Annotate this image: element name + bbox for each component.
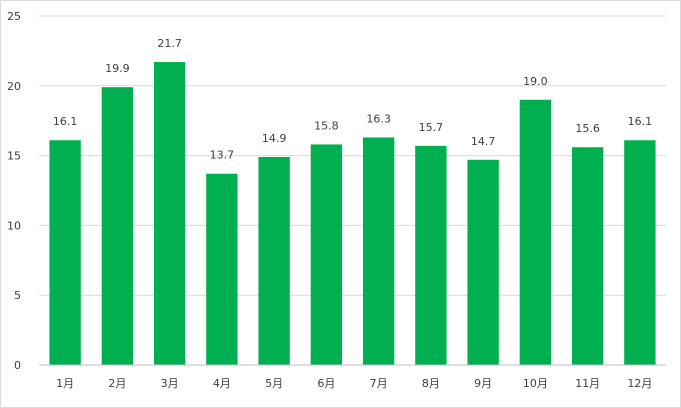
bar-value-label: 14.9	[262, 132, 287, 145]
bar-value-label: 14.7	[471, 135, 496, 148]
bar	[519, 99, 552, 365]
bar	[258, 156, 290, 365]
bars	[49, 62, 656, 366]
bar	[362, 137, 395, 365]
x-tick-label: 6月	[317, 377, 335, 390]
x-tick-label: 10月	[523, 377, 548, 390]
bar-value-label: 19.0	[523, 75, 548, 88]
bar	[153, 62, 186, 366]
x-tick-label: 7月	[370, 377, 388, 390]
gridlines	[39, 15, 666, 296]
y-tick-label: 20	[7, 80, 21, 93]
bar	[310, 144, 343, 365]
x-tick-label: 4月	[213, 377, 231, 390]
x-tick-label: 5月	[265, 377, 283, 390]
y-tick-label: 10	[7, 219, 21, 232]
bar-value-label: 16.3	[366, 112, 391, 125]
x-tick-label: 11月	[575, 377, 600, 390]
bar-value-label: 15.6	[575, 122, 600, 135]
data-labels: 16.1 19.9 21.7 13.7 14.9 15.8 16.3 15.7 14.7 19.0…	[53, 37, 652, 162]
y-tick-label: 5	[14, 289, 21, 302]
bar-value-label: 16.1	[53, 115, 78, 128]
bar	[415, 145, 447, 365]
x-tick-label: 2月	[108, 377, 126, 390]
bar	[49, 140, 81, 365]
bar	[571, 147, 604, 365]
bar	[206, 173, 238, 365]
bar-value-label: 15.7	[419, 121, 444, 134]
bar	[467, 159, 499, 365]
x-tick-label: 3月	[161, 377, 179, 390]
x-tick-label: 9月	[474, 377, 492, 390]
bar-value-label: 19.9	[105, 62, 130, 75]
bar	[624, 140, 656, 365]
y-tick-label: 0	[14, 359, 21, 372]
axes: 0 5 10 15 20 25 1月 2月 3月 4月 5月 6月 7月 8月 9月 10月 11月 12月	[7, 10, 666, 390]
x-tick-label: 8月	[422, 377, 440, 390]
bar-value-label: 21.7	[157, 37, 182, 50]
bar-value-label: 13.7	[210, 149, 235, 162]
y-tick-label: 25	[7, 10, 21, 23]
x-tick-label: 1月	[56, 377, 74, 390]
bar	[101, 87, 134, 366]
x-tick-label: 12月	[627, 377, 652, 390]
y-tick-label: 15	[7, 150, 21, 163]
bar-value-label: 15.8	[314, 119, 339, 132]
bar-value-label: 16.1	[628, 115, 653, 128]
